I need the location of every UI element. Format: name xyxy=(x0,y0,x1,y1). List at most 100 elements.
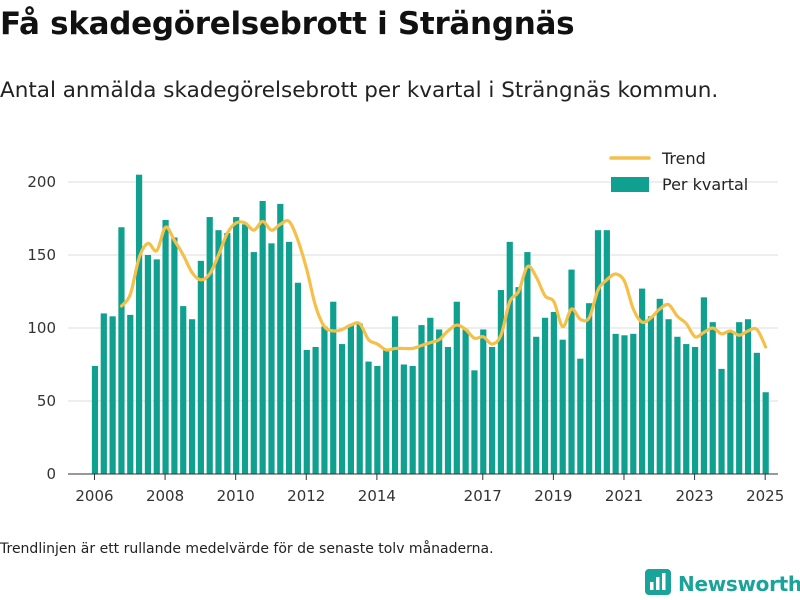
bar xyxy=(162,219,169,474)
bar-series-per-kvartal xyxy=(91,174,769,475)
bar xyxy=(118,227,125,474)
bar xyxy=(91,365,99,474)
trend-series xyxy=(119,218,768,352)
bar xyxy=(700,297,707,474)
bar xyxy=(515,287,522,474)
bar xyxy=(453,301,460,474)
bar xyxy=(444,346,452,474)
newsworthy-bar-chart-logo-icon xyxy=(645,569,671,599)
bar xyxy=(206,217,213,475)
bar xyxy=(665,319,672,474)
y-tick-label: 200 xyxy=(27,173,56,191)
bar xyxy=(603,230,610,474)
bar xyxy=(136,174,143,474)
bar xyxy=(524,252,531,474)
bar xyxy=(321,326,328,474)
bar xyxy=(727,330,734,474)
bar xyxy=(215,230,222,474)
bar xyxy=(303,349,310,474)
brand-logo[interactable]: Newsworthy xyxy=(645,569,800,599)
x-tick-label: 2008 xyxy=(146,487,184,505)
bar xyxy=(550,311,557,474)
bar xyxy=(489,346,496,474)
y-tick-label: 0 xyxy=(46,465,56,483)
bar xyxy=(683,344,690,474)
bar xyxy=(691,346,699,474)
bar xyxy=(462,329,469,474)
bar xyxy=(294,282,302,474)
bar xyxy=(612,333,619,474)
bar xyxy=(506,241,513,474)
brand-name: Newsworthy xyxy=(678,572,800,596)
bar xyxy=(418,325,425,474)
x-tick-label: 2006 xyxy=(75,487,113,505)
bar xyxy=(639,288,646,474)
bar xyxy=(718,368,725,474)
x-tick-label: 2025 xyxy=(746,487,784,505)
x-tick-label: 2023 xyxy=(675,487,713,505)
legend-trend-label: Trend xyxy=(661,149,706,168)
bar xyxy=(188,319,196,474)
bar xyxy=(197,260,204,474)
x-tick-label: 2012 xyxy=(287,487,325,505)
x-tick-label: 2010 xyxy=(217,487,255,505)
bar xyxy=(594,230,602,474)
bar xyxy=(330,301,337,474)
bar xyxy=(171,237,178,474)
bar xyxy=(356,323,363,474)
legend-per-kvartal-label: Per kvartal xyxy=(662,175,748,194)
bar xyxy=(656,298,663,474)
x-tick-label: 2021 xyxy=(605,487,643,505)
bar xyxy=(471,370,478,474)
bar xyxy=(409,365,416,474)
bar xyxy=(268,243,275,474)
bar xyxy=(533,336,540,474)
bar xyxy=(233,217,240,475)
y-tick-label: 100 xyxy=(27,319,56,337)
legend: Trend Per kvartal xyxy=(609,149,748,194)
bar xyxy=(250,252,257,474)
bar xyxy=(338,344,346,474)
bar xyxy=(577,358,584,474)
bar xyxy=(753,352,760,474)
bar xyxy=(736,322,743,474)
bar xyxy=(497,290,505,474)
bar xyxy=(427,317,434,474)
y-tick-label: 50 xyxy=(37,392,56,410)
quarterly-bar-chart: 0 50 100 150 200 2006 2008 2010 2012 2014 2017 2019… xyxy=(27,149,784,505)
bar xyxy=(277,203,284,474)
bar xyxy=(391,316,399,474)
bar xyxy=(400,364,407,474)
x-tick-label: 2017 xyxy=(464,487,502,505)
bar xyxy=(744,319,752,474)
bar xyxy=(630,333,637,474)
bar xyxy=(312,346,319,474)
bar xyxy=(762,392,769,474)
bar xyxy=(541,317,549,474)
bar xyxy=(383,349,390,474)
page-subtitle: Antal anmälda skadegörelsebrott per kvar… xyxy=(0,78,719,103)
x-tick-label: 2019 xyxy=(534,487,572,505)
bar xyxy=(100,313,107,474)
x-tick-label: 2014 xyxy=(358,487,396,505)
bar xyxy=(647,316,655,474)
y-tick-label: 150 xyxy=(27,246,56,264)
bar xyxy=(480,329,487,474)
trend-line xyxy=(119,218,768,352)
legend-per-kvartal-swatch xyxy=(611,177,649,192)
bar xyxy=(224,233,231,474)
bar xyxy=(127,314,134,474)
bar xyxy=(365,361,372,474)
bar xyxy=(436,329,443,474)
bar xyxy=(109,316,116,474)
bar xyxy=(144,255,152,474)
bar xyxy=(586,303,593,474)
footnote: Trendlinjen är ett rullande medelvärde f… xyxy=(0,541,494,557)
bar xyxy=(286,241,293,474)
bar xyxy=(259,200,266,475)
page-title: Få skadegörelsebrott i Strängnäs xyxy=(0,6,575,42)
bar xyxy=(180,306,187,474)
bar xyxy=(709,322,716,474)
axes: 0 50 100 150 200 2006 2008 2010 2012 2014 2017 2019… xyxy=(27,173,784,505)
bar xyxy=(347,325,354,474)
